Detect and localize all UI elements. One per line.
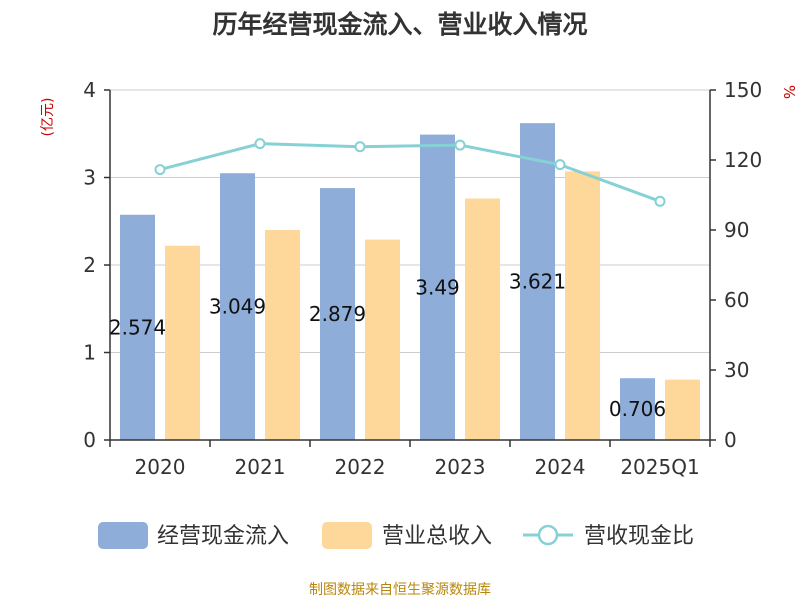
data-label: 3.049 bbox=[209, 295, 266, 319]
y-right-tick-label: 150 bbox=[724, 78, 762, 102]
source-note: 制图数据来自恒生聚源数据库 bbox=[309, 582, 491, 598]
legend-marker bbox=[537, 524, 559, 546]
line-point bbox=[254, 138, 266, 150]
bar-cash-inflow bbox=[320, 188, 355, 440]
legend-label: 营收现金比 bbox=[584, 524, 694, 549]
bars bbox=[120, 123, 700, 440]
x-tick-label: 2020 bbox=[135, 455, 186, 479]
line-point bbox=[654, 195, 666, 207]
legend: 经营现金流入 营业总收入 营收现金比 bbox=[98, 522, 694, 549]
x-tick-label: 2023 bbox=[435, 455, 486, 479]
line-point bbox=[354, 141, 366, 153]
y-right-tick-label: 120 bbox=[724, 148, 762, 172]
left-axis-unit: (亿元) bbox=[40, 98, 56, 137]
bar-cash-inflow bbox=[120, 214, 155, 440]
line-point bbox=[554, 159, 566, 171]
x-tick-label: 2021 bbox=[235, 455, 286, 479]
bar-revenue bbox=[365, 239, 400, 440]
y-right-tick-label: 60 bbox=[724, 288, 749, 312]
y-left-tick-label: 4 bbox=[83, 78, 96, 102]
x-tick-label: 2022 bbox=[335, 455, 386, 479]
bar-revenue bbox=[565, 171, 600, 440]
legend-label: 经营现金流入 bbox=[157, 524, 289, 549]
bar-cash-inflow bbox=[420, 134, 455, 440]
y-left-tick-label: 0 bbox=[83, 428, 96, 452]
data-label: 3.49 bbox=[415, 275, 460, 299]
y-right-tick-label: 0 bbox=[724, 428, 737, 452]
data-label: 2.574 bbox=[109, 315, 166, 339]
line-point bbox=[154, 164, 166, 176]
grid bbox=[110, 89, 710, 353]
y-left-tick-label: 1 bbox=[83, 341, 96, 365]
bar-revenue bbox=[465, 198, 500, 440]
line-cash-ratio bbox=[159, 142, 661, 203]
y-left-tick-label: 3 bbox=[83, 166, 96, 190]
x-tick-label: 2024 bbox=[535, 455, 586, 479]
legend-label: 营业总收入 bbox=[382, 524, 492, 549]
bar-revenue bbox=[165, 245, 200, 440]
y-right-tick-label: 30 bbox=[724, 358, 749, 382]
data-label: 2.879 bbox=[309, 302, 366, 326]
line-point bbox=[454, 139, 466, 151]
data-labels: 2.574 3.049 2.879 3.49 3.621 0.706 bbox=[109, 270, 666, 422]
bar-cash-inflow bbox=[620, 378, 655, 440]
bar-cash-inflow bbox=[220, 173, 255, 440]
data-label: 3.621 bbox=[509, 270, 566, 294]
chart-title: 历年经营现金流入、营业收入情况 bbox=[212, 10, 587, 39]
bar-cash-inflow bbox=[520, 123, 555, 440]
line-series bbox=[154, 138, 666, 207]
bar-revenue bbox=[265, 230, 300, 440]
y-right-tick-label: 90 bbox=[724, 218, 749, 242]
y-left-tick-label: 2 bbox=[83, 253, 96, 277]
bar-revenue bbox=[665, 379, 700, 440]
data-label: 0.706 bbox=[609, 397, 666, 421]
legend-swatch bbox=[322, 522, 372, 549]
right-axis-unit: % bbox=[780, 85, 798, 99]
x-tick-label: 2025Q1 bbox=[620, 455, 699, 479]
axes: 0 1 2 3 4 0 30 60 90 120 150 2020 2021 2022 2023 2024 20… bbox=[83, 78, 762, 479]
legend-swatch bbox=[98, 522, 148, 549]
